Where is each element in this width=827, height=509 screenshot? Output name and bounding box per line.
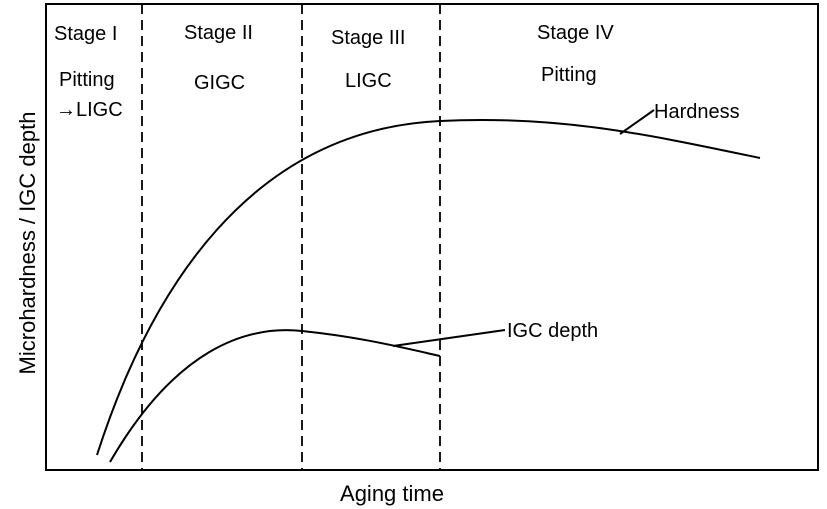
- stage-4-mechanism: Pitting: [541, 64, 597, 86]
- stage-1-mechanism-line1: Pitting: [59, 69, 115, 91]
- igc-depth-curve-label: IGC depth: [507, 320, 598, 342]
- stage-3-mechanism: LIGC: [345, 70, 392, 92]
- hardness-curve: [96, 118, 761, 456]
- stage-2-mechanism: GIGC: [194, 72, 245, 94]
- y-axis-label: Microhardness / IGC depth: [15, 112, 40, 375]
- stage-1-label: Stage I: [54, 23, 117, 45]
- igc-depth-curve: [109, 329, 441, 463]
- stage-1-mechanism-line2: →LIGC: [56, 99, 123, 121]
- hardness-curve-label: Hardness: [654, 101, 740, 123]
- igc-depth-leader-line: [392, 329, 506, 347]
- hardness-leader-line: [619, 109, 655, 135]
- stage-4-label: Stage IV: [537, 22, 614, 44]
- x-axis-label: Aging time: [340, 481, 444, 506]
- stage-2-label: Stage II: [184, 22, 253, 44]
- stage-3-label: Stage III: [331, 27, 406, 49]
- plot-frame: [45, 3, 819, 471]
